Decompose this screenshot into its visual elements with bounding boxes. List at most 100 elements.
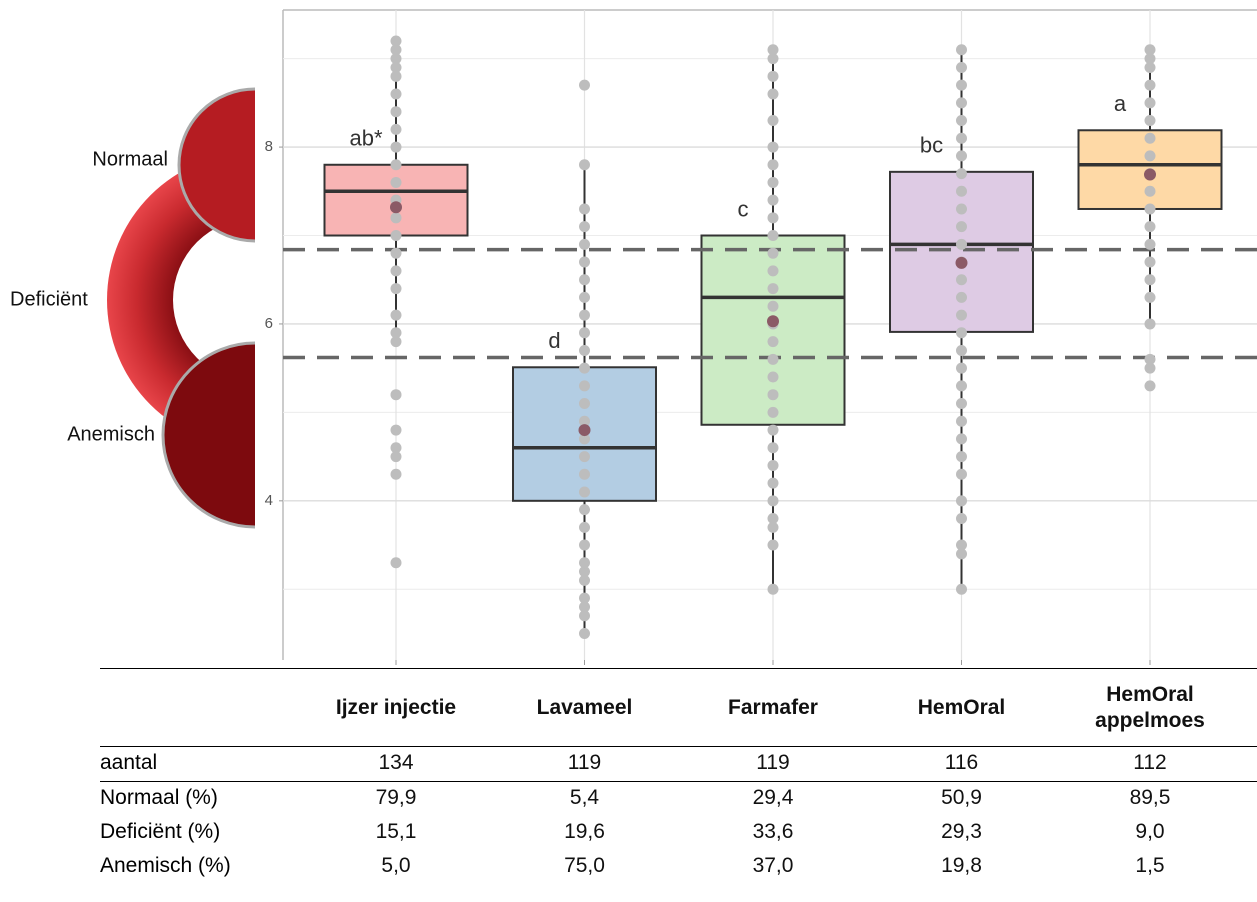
table-cell: 89,5: [1065, 786, 1235, 810]
data-point: [768, 336, 779, 347]
data-point: [768, 478, 779, 489]
mean-point: [767, 315, 779, 327]
column-header: Ijzer injectie: [321, 695, 471, 721]
table-cell: 79,9: [311, 786, 481, 810]
data-point: [579, 257, 590, 268]
data-point: [1145, 186, 1156, 197]
data-point: [391, 124, 402, 135]
data-point: [579, 345, 590, 356]
data-point: [391, 265, 402, 276]
data-point: [956, 62, 967, 73]
group-letter: c: [738, 196, 749, 221]
data-point: [1145, 133, 1156, 144]
data-point: [768, 425, 779, 436]
data-point: [956, 239, 967, 250]
data-point: [768, 584, 779, 595]
side-label: Deficiënt: [10, 288, 88, 310]
table-cell: 5,4: [500, 786, 670, 810]
y-tick-label: 4: [265, 492, 273, 509]
mean-point: [390, 201, 402, 213]
data-point: [768, 265, 779, 276]
data-point: [956, 469, 967, 480]
chart: NormaalDeficiëntAnemisch468ab*dcbca: [0, 0, 1257, 670]
page: NormaalDeficiëntAnemisch468ab*dcbca Ijze…: [0, 0, 1257, 902]
data-point: [956, 292, 967, 303]
table-cell: 29,3: [877, 820, 1047, 844]
data-point: [768, 230, 779, 241]
data-point: [579, 504, 590, 515]
table-cell: 116: [877, 751, 1047, 775]
data-point: [1145, 354, 1156, 365]
data-point: [579, 239, 590, 250]
side-label: Anemisch: [67, 423, 155, 445]
data-point: [768, 460, 779, 471]
side-label: Normaal: [92, 148, 168, 170]
table-cell: 1,5: [1065, 854, 1235, 878]
data-point: [956, 133, 967, 144]
mean-point: [1144, 168, 1156, 180]
group-letter: ab*: [349, 126, 382, 151]
data-point: [768, 407, 779, 418]
data-point: [956, 363, 967, 374]
data-point: [956, 274, 967, 285]
data-point: [391, 425, 402, 436]
data-point: [391, 248, 402, 259]
data-point: [579, 522, 590, 533]
data-point: [1145, 44, 1156, 55]
data-point: [579, 203, 590, 214]
data-point: [1145, 80, 1156, 91]
table-cell: 9,0: [1065, 820, 1235, 844]
data-point: [768, 354, 779, 365]
table-cell: 75,0: [500, 854, 670, 878]
data-point: [1145, 292, 1156, 303]
data-point: [956, 584, 967, 595]
data-point: [956, 327, 967, 338]
data-point: [1145, 380, 1156, 391]
table-cell: 19,8: [877, 854, 1047, 878]
data-point: [391, 327, 402, 338]
table-rule: [100, 668, 1257, 669]
data-point: [579, 469, 590, 480]
data-point: [391, 89, 402, 100]
table-cell: 119: [688, 751, 858, 775]
group-letter: d: [548, 328, 560, 353]
table-cell: 119: [500, 751, 670, 775]
mean-point: [956, 257, 968, 269]
column-header: HemOral: [887, 695, 1037, 721]
y-tick-label: 8: [265, 138, 273, 155]
data-point: [768, 177, 779, 188]
table-cell: 19,6: [500, 820, 670, 844]
mean-point: [579, 424, 591, 436]
data-point: [391, 442, 402, 453]
data-point: [391, 469, 402, 480]
y-tick-label: 6: [265, 315, 273, 332]
row-label: Anemisch (%): [100, 854, 231, 878]
data-point: [956, 97, 967, 108]
data-point: [1145, 150, 1156, 161]
table-cell: 15,1: [311, 820, 481, 844]
table-cell: 50,9: [877, 786, 1047, 810]
data-point: [956, 345, 967, 356]
data-point: [956, 203, 967, 214]
data-point: [391, 35, 402, 46]
column-header: Farmafer: [698, 695, 848, 721]
data-point: [1145, 257, 1156, 268]
group-letter: bc: [920, 133, 943, 158]
data-point: [768, 442, 779, 453]
column-header: Lavameel: [510, 695, 660, 721]
data-point: [579, 80, 590, 91]
data-point: [956, 150, 967, 161]
data-point: [1145, 318, 1156, 329]
data-point: [579, 628, 590, 639]
data-point: [956, 168, 967, 179]
data-point: [391, 230, 402, 241]
data-point: [1145, 274, 1156, 285]
table-rule: [100, 746, 1257, 747]
table-cell: 112: [1065, 751, 1235, 775]
data-point: [956, 416, 967, 427]
data-point: [768, 283, 779, 294]
table-cell: 5,0: [311, 854, 481, 878]
data-point: [579, 557, 590, 568]
data-point: [768, 248, 779, 259]
data-point: [956, 44, 967, 55]
